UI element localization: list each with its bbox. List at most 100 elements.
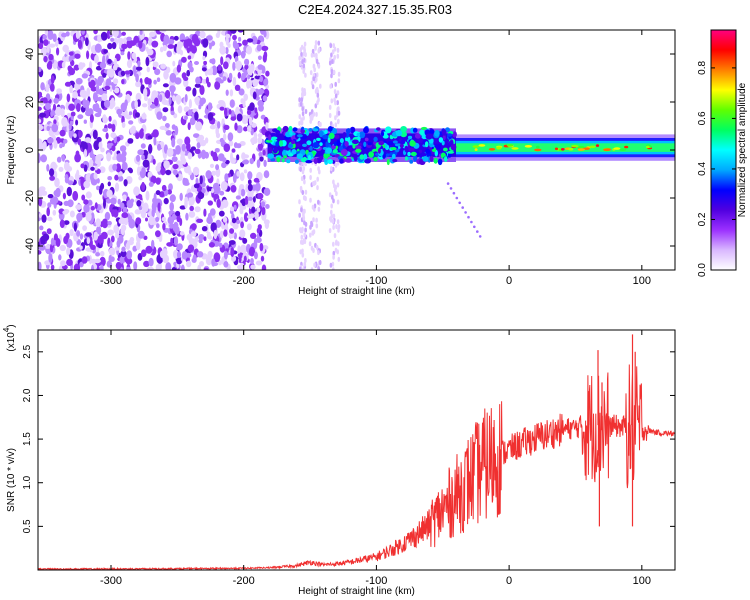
spectrogram-cell	[135, 66, 143, 71]
spectrogram-cell	[105, 80, 110, 88]
spectrogram-cell	[568, 147, 574, 151]
spectrogram-cell	[110, 197, 117, 205]
spectrogram-cell	[239, 244, 247, 255]
spectrogram-cell	[359, 131, 366, 139]
spectrogram-cell	[229, 99, 235, 108]
spectrogram-cell	[248, 116, 253, 126]
spectrogram-cell	[442, 134, 446, 141]
spectrogram-cell	[148, 143, 153, 154]
spectrogram-cell	[89, 159, 94, 167]
x-tick-label: -100	[365, 575, 387, 587]
spectrogram-cell	[271, 136, 278, 140]
spectrogram-cell	[219, 106, 225, 111]
spectrogram-cell	[64, 177, 70, 184]
spectrogram-cell	[106, 152, 112, 162]
spectrogram-cell	[167, 216, 175, 225]
spectrogram-cell	[448, 140, 454, 146]
spectrogram-cell	[245, 45, 253, 55]
spectrogram-cell	[74, 53, 81, 59]
spectrogram-cell	[309, 114, 313, 120]
spectrogram-cell	[99, 250, 105, 257]
spectrogram-cell	[262, 95, 268, 102]
spectrogram-cell	[259, 242, 264, 252]
spectrogram-cell	[506, 144, 514, 147]
spectrogram-cell	[51, 196, 59, 205]
spectrogram-cell	[461, 206, 465, 209]
spectrogram-cell	[185, 86, 192, 92]
spectrogram-cell	[50, 75, 55, 84]
spectrogram-cell	[145, 217, 148, 222]
y-tick-label: 1.0	[22, 475, 33, 489]
spectrogram-cell	[253, 131, 258, 140]
spectrogram-cell	[331, 261, 335, 267]
spectrogram-cell	[452, 191, 456, 195]
spectrogram-cell	[201, 187, 206, 194]
spectrogram-cell	[97, 34, 102, 43]
spectrogram-cell	[111, 42, 117, 50]
spectrogram-cell	[91, 264, 94, 270]
spectrogram-cell	[174, 125, 179, 136]
spectrogram-cell	[220, 181, 228, 191]
spectrogram-cell	[227, 132, 234, 142]
spectrogram-cell	[292, 142, 296, 149]
spectrogram-cell	[208, 43, 212, 50]
spectrogram-cell	[337, 110, 341, 116]
spectrogram-cell	[155, 165, 161, 172]
spectrogram-cell	[96, 266, 100, 270]
spectrogram-cell	[337, 227, 340, 233]
x-axis-label: Height of straight line (km)	[298, 586, 415, 597]
spectrogram-cell	[291, 149, 297, 155]
spectrogram-cell	[301, 59, 304, 65]
spectrogram-cell	[476, 230, 479, 233]
spectrogram-cell	[124, 70, 131, 75]
spectrogram-cell	[437, 158, 443, 166]
spectrogram-cell	[183, 181, 190, 186]
spectrogram-cell	[86, 50, 90, 60]
spectrogram-cell	[335, 191, 338, 197]
spectrogram-cell	[251, 122, 257, 128]
spectrogram-cell	[225, 33, 231, 39]
x-axis-label: Height of straight line (km)	[298, 286, 415, 297]
spectrogram-cell	[455, 196, 459, 200]
spectrogram-cell	[165, 169, 172, 176]
spectrogram-cell	[334, 240, 338, 246]
spectrogram-cell	[303, 239, 307, 245]
spectrogram-cell	[205, 76, 209, 84]
spectrogram-cell	[446, 133, 453, 137]
spectrogram-cell	[128, 168, 133, 174]
spectrogram-cell	[161, 184, 167, 192]
x-tick-label: 100	[633, 575, 651, 587]
spectrogram-cell	[589, 145, 596, 149]
spectrogram-cell	[212, 151, 218, 162]
spectrogram-cell	[414, 133, 421, 139]
spectrogram-cell	[164, 89, 171, 99]
spectrogram-cell	[447, 150, 455, 154]
spectrogram-cell	[84, 137, 92, 143]
spectrogram-cell	[309, 70, 313, 76]
spectrogram-cell	[247, 125, 252, 133]
spectrogram-cell	[48, 253, 53, 263]
spectrogram-cell	[429, 129, 435, 134]
spectrogram-cell	[201, 67, 207, 72]
spectrogram-cell	[46, 207, 50, 217]
spectrogram-cell	[275, 130, 281, 135]
spectrogram-cell	[172, 60, 176, 67]
spectrogram-cell	[137, 60, 141, 67]
x-tick-label: -100	[365, 275, 387, 287]
spectrogram-cell	[239, 206, 244, 215]
spectrogram-cell	[214, 148, 220, 153]
spectrogram-cell	[50, 110, 54, 117]
spectrogram-cell	[93, 258, 101, 264]
spectrogram-cell	[155, 190, 161, 196]
spectrogram-cell	[298, 199, 301, 205]
spectrogram-cell	[107, 181, 112, 187]
spectrogram-cell	[187, 152, 193, 160]
spectrogram-cell	[223, 143, 231, 152]
spectrogram-cell	[300, 234, 304, 240]
spectrogram-cell	[303, 46, 306, 52]
spectrogram-cell	[162, 107, 169, 113]
spectrogram-cell	[229, 30, 237, 34]
spectrogram-cell	[49, 168, 55, 177]
spectrogram-cell	[253, 240, 258, 249]
